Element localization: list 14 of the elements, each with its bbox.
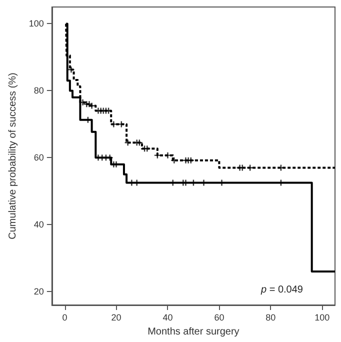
x-tick-label: 40 — [162, 312, 173, 322]
x-tick-label: 80 — [266, 312, 276, 322]
y-tick-label: 20 — [34, 286, 44, 297]
x-tick-label: 20 — [111, 312, 122, 322]
y-tick-label: 40 — [34, 220, 44, 230]
y-tick-label: 100 — [28, 18, 44, 29]
y-tick-label: 80 — [34, 86, 44, 96]
x-tick-label: 60 — [214, 312, 224, 322]
y-axis-title: Cumulative probability of success (%) — [8, 72, 18, 240]
x-axis-title: Months after surgery — [148, 326, 240, 338]
x-tick-label: 0 — [62, 312, 68, 322]
x-tick-label: 100 — [314, 312, 330, 322]
y-tick-label: 60 — [34, 152, 44, 163]
annotation: p = 0.049 — [260, 284, 304, 296]
